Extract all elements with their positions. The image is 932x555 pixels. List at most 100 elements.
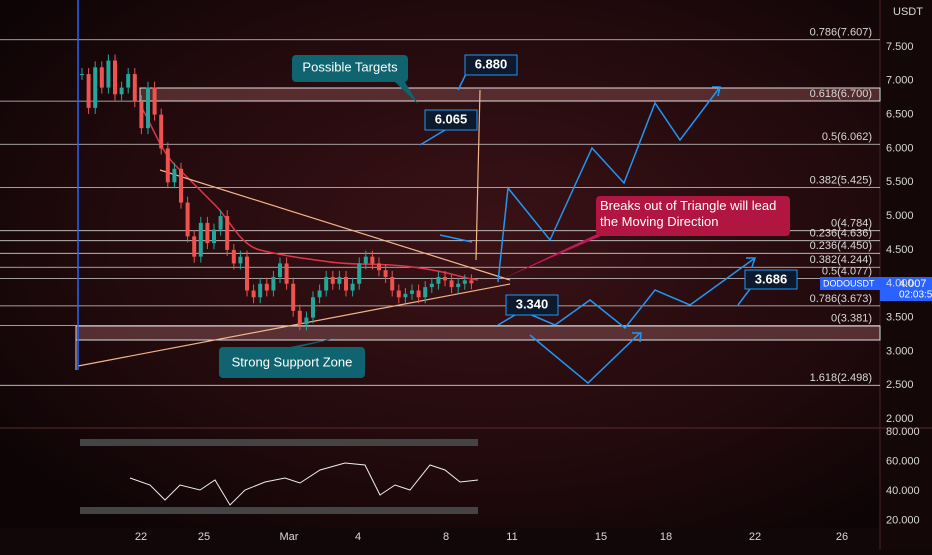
- time-tick-label: 22: [135, 531, 147, 543]
- candle: [370, 256, 375, 264]
- candle: [337, 276, 342, 284]
- price-tick-label: 2.500: [886, 379, 914, 391]
- price-tick-label: 4.000: [886, 278, 914, 290]
- triangle-upper: [159, 169, 511, 281]
- label-text: 6.880: [475, 56, 508, 71]
- countdown: 02:03:57: [899, 290, 932, 301]
- candle: [198, 222, 203, 257]
- note-box: [219, 347, 365, 378]
- arrow-head: [712, 86, 721, 97]
- price-tag: [880, 277, 932, 301]
- candle: [456, 283, 461, 288]
- breakout-pointer: [500, 226, 614, 280]
- candle: [443, 276, 447, 281]
- candle: [462, 280, 467, 284]
- fib-label: 0.5(4.077): [822, 265, 872, 277]
- candle: [119, 87, 124, 95]
- rsi-tick-label: 20.000: [886, 514, 920, 526]
- label-text: 3.340: [516, 296, 549, 311]
- note-box: [292, 55, 408, 82]
- candle: [106, 60, 111, 88]
- candle: [205, 222, 210, 244]
- candle: [113, 60, 117, 95]
- candle: [403, 293, 408, 298]
- candle: [304, 317, 309, 325]
- price-tick-label: 5.000: [886, 210, 914, 222]
- price-tick-label: 7.000: [886, 75, 914, 87]
- note-box: [596, 196, 790, 236]
- price-tick-label: 7.500: [886, 41, 914, 53]
- price-tick-label: 4.500: [886, 244, 914, 256]
- candle: [416, 290, 421, 298]
- candle: [350, 283, 355, 291]
- price: 4.007: [899, 278, 927, 290]
- arrow-head: [746, 257, 757, 268]
- label-box: [464, 54, 518, 76]
- arrow-head: [632, 332, 642, 343]
- candle: [172, 168, 177, 183]
- note-tail: [395, 82, 418, 104]
- price-tick-label: 5.500: [886, 176, 914, 188]
- time-tick-label: 15: [595, 531, 607, 543]
- label-box: [744, 269, 798, 290]
- label-text: 6.065: [435, 111, 468, 126]
- label-box: [505, 294, 559, 316]
- candle: [238, 256, 243, 264]
- time-tick-label: 22: [749, 531, 761, 543]
- symbol-tag: [820, 277, 880, 290]
- fib-label: 0.382(5.425): [810, 174, 872, 186]
- candle: [330, 276, 335, 284]
- fib-label: 0.236(4.450): [810, 240, 872, 252]
- candle: [344, 276, 348, 291]
- candle: [357, 263, 362, 284]
- moving-average: [139, 104, 479, 281]
- price-tick-label: 6.500: [886, 109, 914, 121]
- rsi-tick-label: 60.000: [886, 455, 920, 467]
- triangle-lower: [77, 283, 511, 367]
- pointer: [737, 288, 751, 306]
- price-tick-label: 3.500: [886, 311, 914, 323]
- label-box: [424, 109, 478, 131]
- rsi-tick-label: 80.000: [886, 426, 920, 438]
- price-tick-label: 3.000: [886, 345, 914, 357]
- rsi-band: [80, 439, 478, 446]
- rsi-line: [129, 462, 479, 506]
- fib-label: 0.786(3.673): [810, 293, 872, 305]
- support-zone: [75, 325, 881, 341]
- rsi-band: [80, 507, 478, 514]
- candle: [218, 216, 223, 230]
- candle: [80, 74, 84, 76]
- currency: USDT: [893, 6, 923, 18]
- candle: [396, 290, 401, 298]
- candle: [264, 283, 269, 291]
- time-tick-label: 25: [198, 531, 210, 543]
- rsi-tick-label: 40.000: [886, 485, 920, 497]
- candle: [429, 283, 434, 288]
- candle: [291, 283, 296, 311]
- candle: [317, 290, 322, 298]
- fib-label: 0(3.381): [831, 313, 872, 325]
- time-tick-label: Mar: [280, 531, 299, 543]
- fib-label: 0.236(4.636): [810, 228, 872, 240]
- candle: [251, 290, 256, 298]
- note-wrap: Breaks out of Triangle will lead the Mov…: [600, 198, 777, 229]
- candle: [192, 236, 197, 257]
- candle: [311, 297, 315, 318]
- price-axis-panel: [880, 0, 932, 550]
- candle: [86, 74, 91, 108]
- fib-label: 0(4.784): [831, 218, 872, 230]
- candle: [390, 276, 395, 291]
- fib-label: 0.786(7.607): [810, 27, 872, 39]
- time-tick-label: 18: [660, 531, 672, 543]
- candle: [231, 249, 236, 264]
- note-text: Breaks out of Triangle will lead the Mov…: [600, 198, 777, 229]
- target-measure: [475, 89, 481, 261]
- projection-down: [529, 332, 641, 385]
- fib-label: 0.618(6.700): [810, 88, 872, 100]
- candle: [278, 263, 282, 277]
- symbol: DODOUSDT: [823, 278, 875, 288]
- candle: [179, 168, 183, 203]
- candle: [469, 280, 474, 284]
- candle: [165, 148, 170, 183]
- note-text: Possible Targets: [302, 59, 398, 74]
